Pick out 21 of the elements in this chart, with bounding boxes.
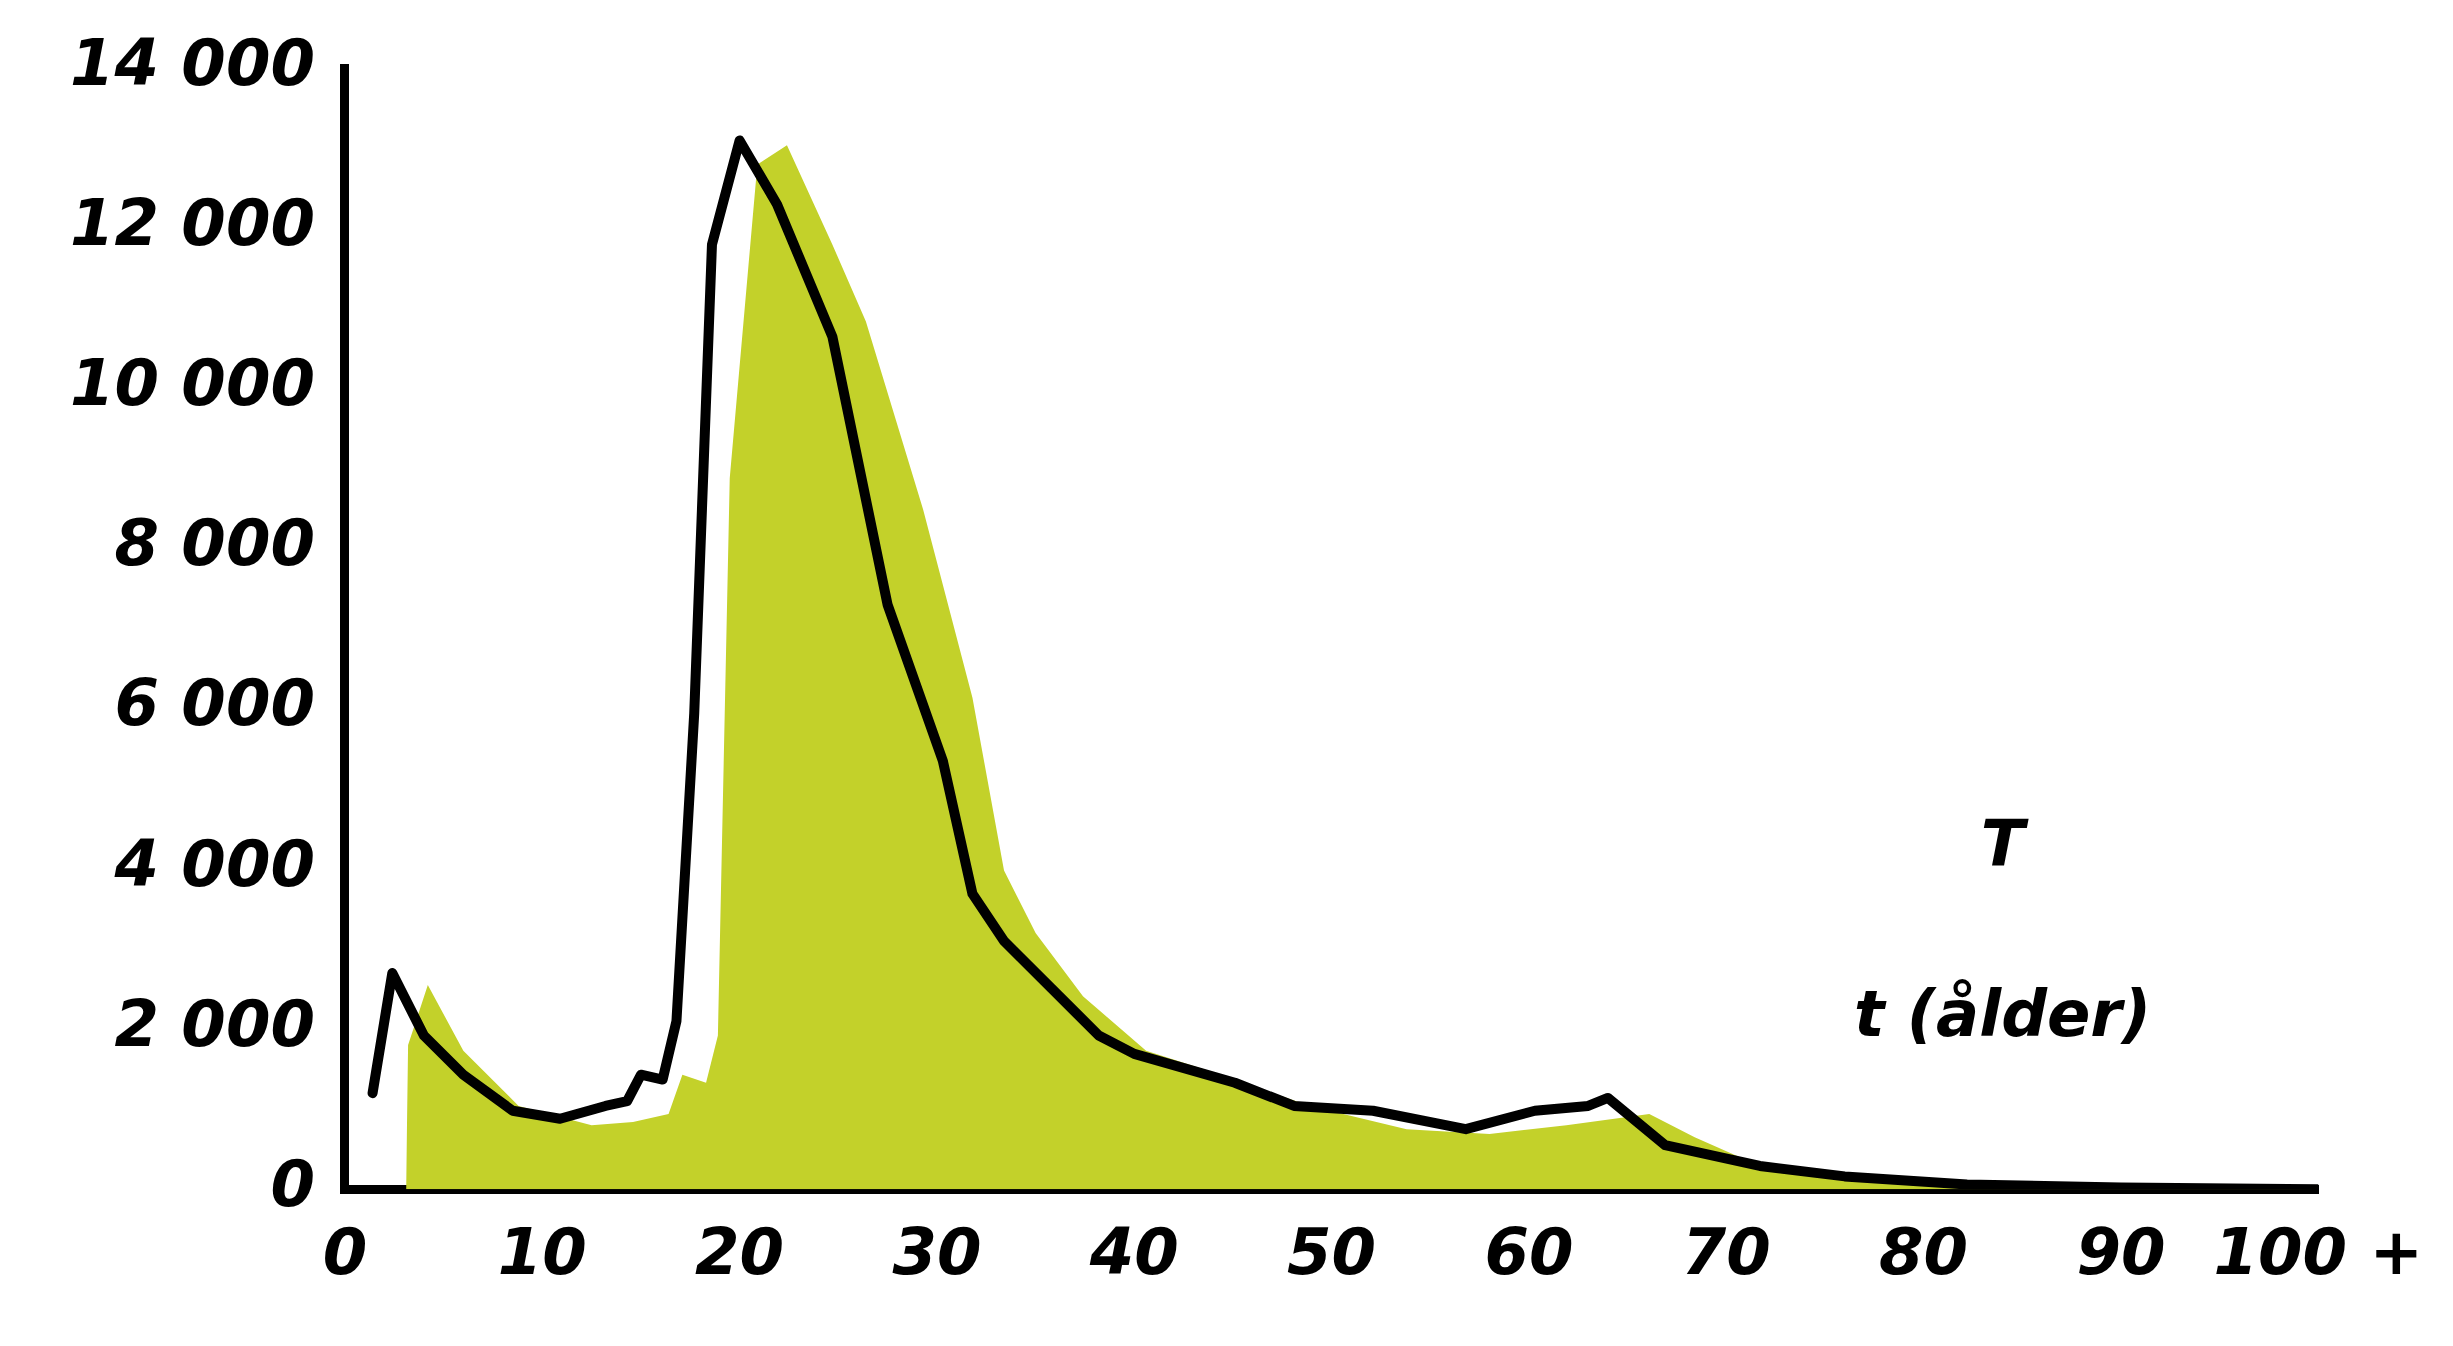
x-tick-label: 50	[1287, 1215, 1377, 1290]
x-tick-label: 0	[322, 1215, 368, 1290]
y-tick-label: 0	[270, 1146, 315, 1221]
x-tick-label: 20	[695, 1215, 785, 1290]
x-axis-title: t (ålder)	[1853, 976, 2152, 1051]
x-tick-label: 30	[892, 1215, 982, 1290]
x-tick-label: 40	[1088, 1215, 1179, 1290]
y-tick-label: 10 000	[70, 346, 315, 421]
x-tick-label: 90	[2076, 1215, 2166, 1290]
y-tick-label: 14 000	[70, 26, 315, 101]
y-tick-label: 4 000	[113, 826, 315, 901]
y-tick-label: 8 000	[114, 506, 315, 581]
x-tick-label: 70	[1681, 1215, 1771, 1290]
x-tick-label: 80	[1879, 1215, 1969, 1290]
x-tick-label: 10	[497, 1215, 587, 1290]
annotation: T	[1980, 806, 2029, 881]
y-tick-label: 6 000	[114, 666, 315, 741]
x-tick-label: 100 +	[2213, 1215, 2423, 1290]
x-tick-label: 60	[1484, 1215, 1574, 1290]
y-tick-label: 2 000	[114, 986, 315, 1061]
y-tick-label: 12 000	[70, 186, 315, 261]
